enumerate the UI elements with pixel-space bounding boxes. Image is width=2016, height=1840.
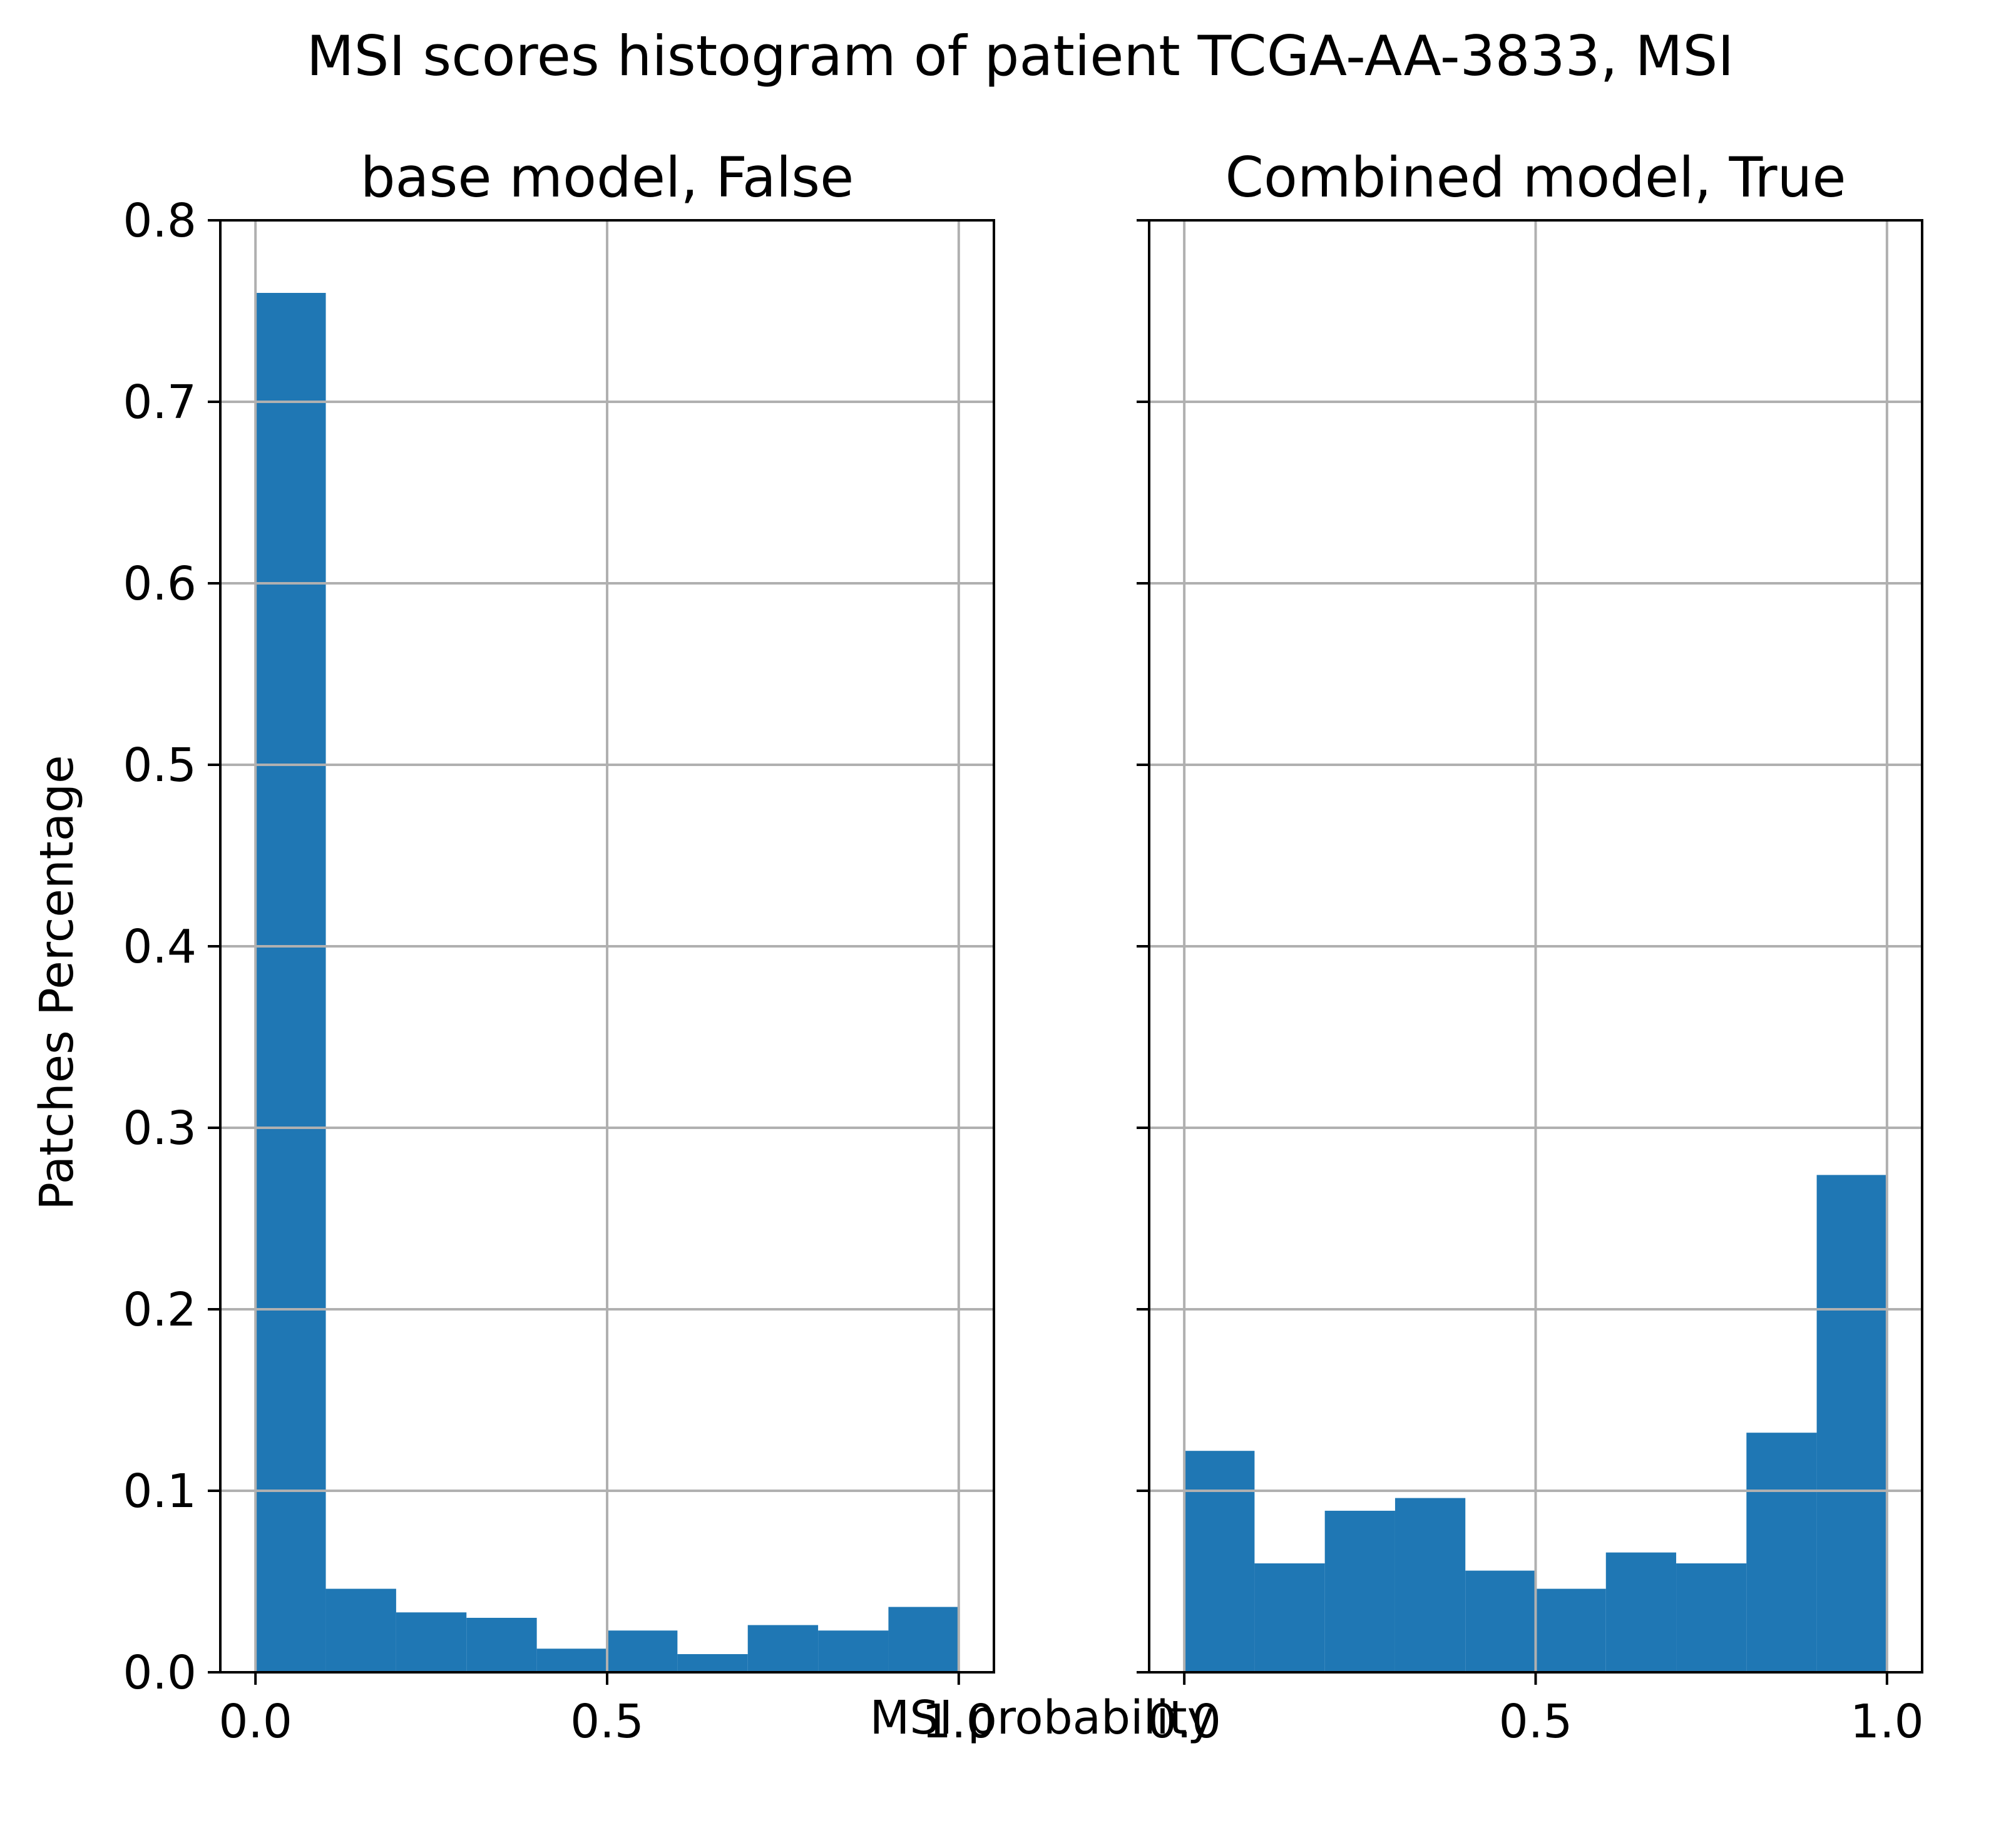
- panel-title: Combined model, True: [1225, 145, 1846, 210]
- histogram-bar-4: [466, 1618, 537, 1672]
- figure-y-axis-label: Patches Percentage: [30, 755, 84, 1210]
- y-tick-label-2: 0.1: [123, 1464, 197, 1518]
- y-tick-label-3: 0.2: [123, 1283, 197, 1337]
- histogram-bar-5: [536, 1648, 607, 1672]
- x-tick-label-3: 1.0: [1850, 1695, 1924, 1749]
- histogram-bar-7: [1605, 1552, 1677, 1672]
- y-tick-label-5: 0.4: [123, 920, 197, 974]
- panel-base-model: 0.0 0.5 1.0 0.0 0.1 0.2 0.3 0.4 0.5 0.6 0.7 0.8 base…: [123, 145, 995, 1749]
- y-tick-label-1: 0.0: [123, 1646, 197, 1700]
- histogram-bar-9: [1746, 1433, 1817, 1672]
- histogram-bar-6: [1535, 1588, 1606, 1672]
- y-tick-label-6: 0.5: [123, 739, 197, 792]
- histogram-bar-2: [1254, 1563, 1325, 1672]
- y-tick-label-7: 0.6: [123, 557, 197, 611]
- histogram-bar-1: [255, 293, 326, 1672]
- histogram-bar-8: [1676, 1563, 1747, 1672]
- x-tick-label-1: 0.0: [218, 1695, 292, 1749]
- histogram-bar-5: [1465, 1570, 1536, 1672]
- histogram-bar-1: [1184, 1451, 1255, 1672]
- y-tick-label-9: 0.8: [123, 194, 197, 248]
- histogram-bar-9: [818, 1630, 889, 1672]
- histogram-bar-7: [677, 1654, 748, 1672]
- histogram-bar-8: [747, 1625, 819, 1672]
- histogram-bar-4: [1394, 1498, 1466, 1672]
- histogram-bar-3: [396, 1612, 467, 1672]
- x-tick-label-3: 1.0: [922, 1695, 996, 1749]
- panel-combined-model: 0.0 0.5 1.0 Combined model, True: [1137, 145, 1924, 1749]
- panel-title: base model, False: [361, 145, 854, 210]
- x-tick-label-2: 0.5: [1499, 1695, 1573, 1749]
- histogram-bar-3: [1324, 1510, 1395, 1672]
- histogram-bar-2: [325, 1588, 396, 1672]
- figure-x-axis-label: MSI probability: [870, 1691, 1215, 1745]
- histogram-bar-10: [1816, 1175, 1887, 1672]
- x-tick-label-2: 0.5: [570, 1695, 644, 1749]
- histogram-bar-6: [607, 1630, 678, 1672]
- histogram-bar-10: [888, 1607, 959, 1672]
- y-tick-label-4: 0.3: [123, 1101, 197, 1155]
- x-tick-label-1: 0.0: [1147, 1695, 1221, 1749]
- figure-suptitle: MSI scores histogram of patient TCGA-AA-…: [307, 24, 1734, 88]
- y-tick-label-8: 0.7: [123, 376, 197, 429]
